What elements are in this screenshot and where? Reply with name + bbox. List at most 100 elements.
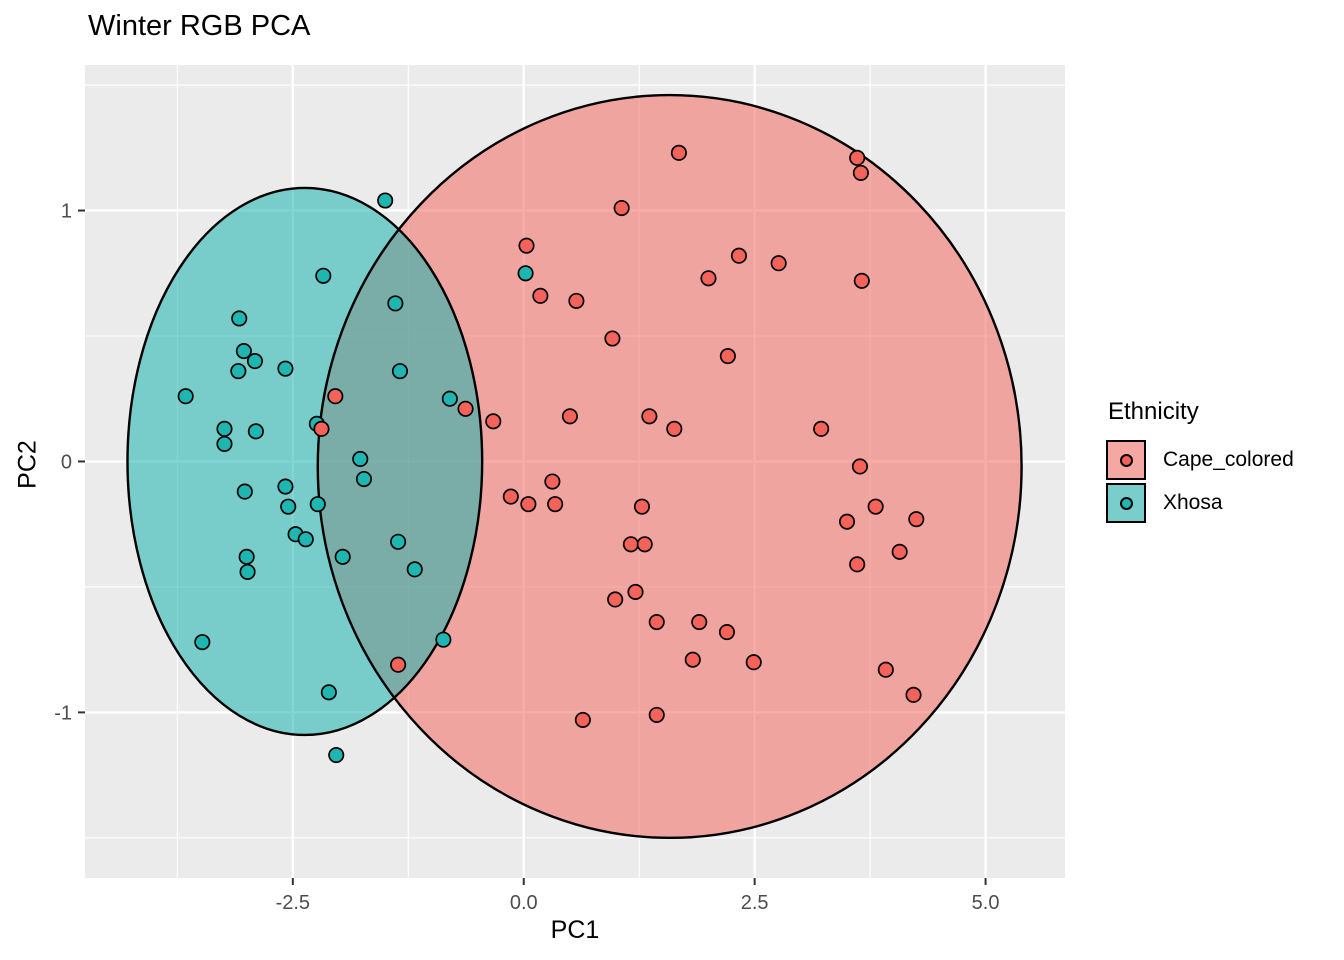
data-point-cape_colored <box>327 388 344 405</box>
data-point-cape_colored <box>574 711 591 728</box>
data-point-xhosa <box>315 267 332 284</box>
x-axis-title: PC1 <box>550 916 600 944</box>
data-point-xhosa <box>238 548 255 565</box>
data-point-cape_colored <box>691 614 708 631</box>
data-point-cape_colored <box>770 255 787 272</box>
data-point-cape_colored <box>547 496 564 513</box>
legend-key-xhosa <box>1106 483 1146 523</box>
data-point-cape_colored <box>604 330 621 347</box>
legend-item-xhosa: Xhosa <box>1106 483 1294 523</box>
data-point-xhosa <box>231 310 248 327</box>
data-point-xhosa <box>377 192 394 209</box>
data-point-cape_colored <box>520 496 537 513</box>
data-point-xhosa <box>387 295 404 312</box>
data-point-cape_colored <box>544 473 561 490</box>
x-tick-label: 0.0 <box>510 892 538 914</box>
data-point-cape_colored <box>518 237 535 254</box>
data-point-xhosa <box>390 533 407 550</box>
data-point-cape_colored <box>633 498 651 515</box>
data-point-xhosa <box>352 450 369 468</box>
legend-point-icon <box>1119 496 1133 510</box>
data-point-cape_colored <box>607 591 624 608</box>
data-point-cape_colored <box>648 614 665 631</box>
y-tick-label: 1 <box>61 201 72 223</box>
y-tick-label: 0 <box>61 451 72 473</box>
data-point-cape_colored <box>730 247 747 264</box>
data-point-xhosa <box>277 478 294 495</box>
data-point-cape_colored <box>485 413 502 430</box>
legend: Ethnicity Cape_colored Xhosa <box>1106 398 1294 526</box>
data-point-xhosa <box>391 363 409 380</box>
data-point-cape_colored <box>561 408 578 425</box>
data-point-cape_colored <box>745 654 762 671</box>
legend-point-icon <box>1119 453 1133 467</box>
data-point-xhosa <box>406 561 423 578</box>
data-point-cape_colored <box>718 624 735 641</box>
y-tick-label: -1 <box>54 702 72 724</box>
data-point-xhosa <box>235 343 252 360</box>
ellipse-outline-xhosa <box>126 186 484 737</box>
data-point-xhosa <box>277 360 294 377</box>
legend-label-cape-colored: Cape_colored <box>1163 448 1294 471</box>
legend-key-cape-colored <box>1106 440 1146 480</box>
data-point-xhosa <box>435 631 452 648</box>
data-point-cape_colored <box>891 543 908 560</box>
data-point-xhosa <box>334 548 351 565</box>
data-point-xhosa <box>309 496 326 513</box>
ellipse-outline-cape_colored <box>316 93 1023 840</box>
data-point-cape_colored <box>867 498 884 515</box>
data-point-cape_colored <box>313 420 330 437</box>
data-point-xhosa <box>517 265 534 282</box>
data-point-cape_colored <box>568 292 585 309</box>
data-point-xhosa <box>280 498 297 515</box>
x-tick-label: 5.0 <box>972 892 1000 914</box>
data-point-cape_colored <box>636 536 653 553</box>
data-point-cape_colored <box>838 513 856 530</box>
data-point-cape_colored <box>719 348 736 365</box>
data-point-xhosa <box>441 390 458 407</box>
data-point-cape_colored <box>457 400 474 417</box>
data-point-cape_colored <box>853 272 870 289</box>
data-point-xhosa <box>239 563 256 580</box>
x-tick-label: -2.5 <box>276 892 310 914</box>
data-point-xhosa <box>320 684 337 701</box>
data-point-cape_colored <box>666 420 683 437</box>
ellipse-fill-xhosa <box>127 187 483 735</box>
data-point-cape_colored <box>390 656 407 673</box>
data-point-cape_colored <box>852 164 869 181</box>
data-point-xhosa <box>216 420 233 437</box>
data-point-xhosa <box>230 363 247 380</box>
data-point-xhosa <box>177 388 194 405</box>
data-point-cape_colored <box>627 583 644 600</box>
data-point-xhosa <box>328 746 345 764</box>
data-point-cape_colored <box>641 408 658 425</box>
y-axis-title: PC2 <box>13 440 42 489</box>
data-point-cape_colored <box>700 270 717 287</box>
data-point-xhosa <box>246 353 264 370</box>
data-point-cape_colored <box>905 686 922 703</box>
data-point-xhosa <box>194 634 211 651</box>
data-point-xhosa <box>236 483 253 500</box>
data-point-cape_colored <box>877 661 894 678</box>
legend-label-xhosa: Xhosa <box>1163 491 1223 514</box>
data-point-xhosa <box>247 423 264 440</box>
x-tick-label: 2.5 <box>741 892 769 914</box>
ellipse-fill-cape_colored <box>317 95 1022 838</box>
plot-title: Winter RGB PCA <box>88 10 311 42</box>
data-point-cape_colored <box>849 556 866 573</box>
data-point-cape_colored <box>670 144 687 161</box>
data-point-xhosa <box>297 531 314 548</box>
data-point-cape_colored <box>849 149 866 166</box>
data-point-cape_colored <box>622 536 639 553</box>
data-point-cape_colored <box>684 651 701 668</box>
data-point-cape_colored <box>532 287 549 304</box>
data-point-cape_colored <box>502 488 519 505</box>
data-point-cape_colored <box>648 706 665 723</box>
data-point-cape_colored <box>908 511 925 528</box>
data-point-cape_colored <box>613 199 630 217</box>
data-point-cape_colored <box>851 458 868 475</box>
legend-item-cape-colored: Cape_colored <box>1106 440 1294 480</box>
data-point-cape_colored <box>813 420 830 437</box>
